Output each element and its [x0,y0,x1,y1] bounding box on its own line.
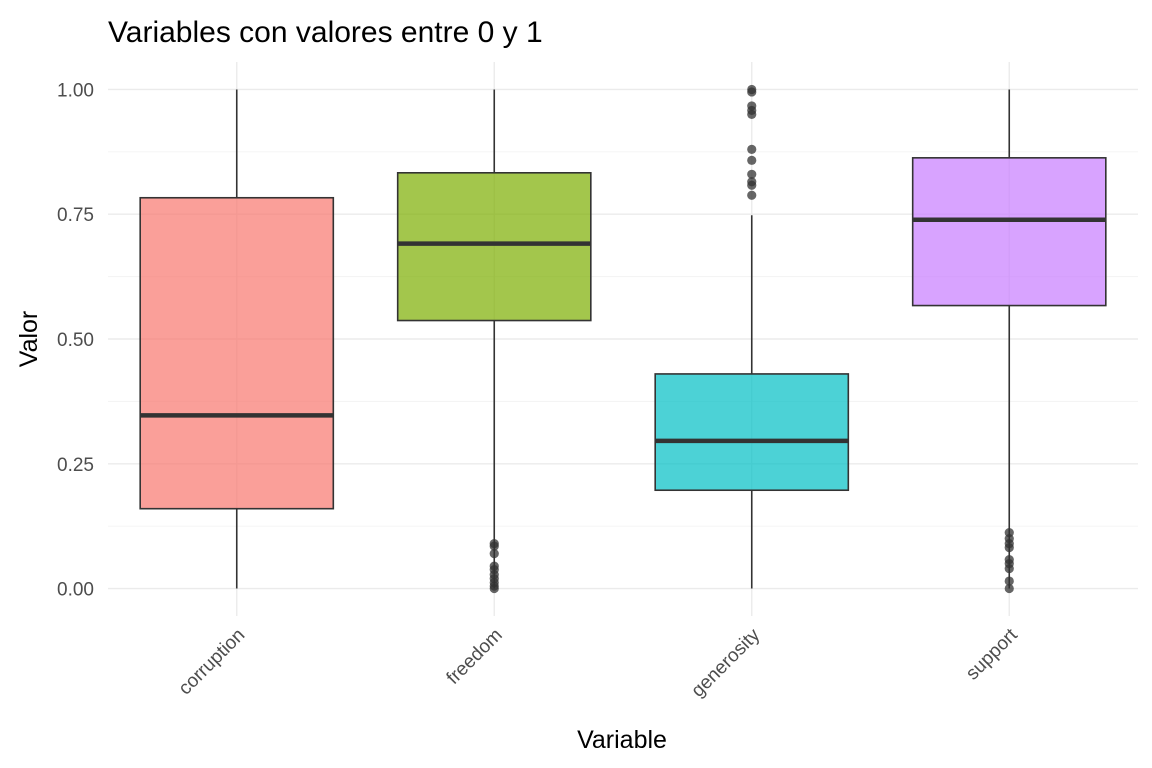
y-tick-label: 0.00 [57,580,94,601]
outlier-point [489,539,499,549]
outlier-point [747,177,757,187]
outlier-point [489,561,499,571]
x-axis-title: Variable [577,726,667,754]
box-generosity [654,84,850,589]
y-tick-label: 0.25 [57,455,94,476]
box-freedom [396,89,592,594]
y-axis-title: Valor [15,311,43,368]
outlier-point [1004,528,1014,538]
y-tick-label: 1.00 [57,80,94,101]
outlier-point [747,169,757,179]
outlier-point [747,190,757,200]
outlier-point [747,155,757,165]
box-iqr [911,157,1107,307]
outlier-point [747,144,757,154]
outlier-point [747,101,757,111]
outlier-point [1004,555,1014,565]
outlier-point [1004,583,1014,594]
box-iqr [654,373,850,492]
y-axis-ticks: 0.00 0.25 0.50 0.75 1.00 [57,80,94,600]
box-iqr [139,196,335,510]
x-tick-label-support: support [962,624,1022,684]
box-corruption [139,89,335,589]
outlier-point [1004,576,1014,586]
y-tick-label: 0.75 [57,205,94,226]
outlier-point [489,549,499,559]
box-support [911,89,1107,594]
x-tick-label-freedom: freedom [443,625,507,689]
outlier-point [747,84,757,95]
box-iqr [396,172,592,322]
x-tick-label-generosity: generosity [687,624,764,701]
x-axis-ticks: corruption freedom generosity support [175,624,1023,701]
chart-title: Variables con valores entre 0 y 1 [108,16,543,49]
x-tick-label-corruption: corruption [175,625,250,700]
y-tick-label: 0.50 [57,330,94,351]
boxes [139,84,1107,594]
